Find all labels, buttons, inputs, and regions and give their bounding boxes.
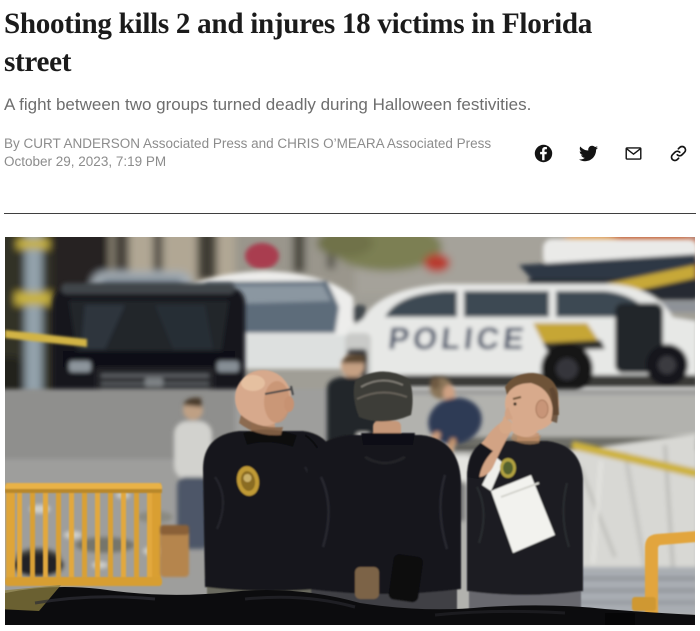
photo-paper-bag <box>160 525 189 577</box>
byline-authors: By CURT ANDERSON Associated Press and CH… <box>4 136 492 151</box>
crime-scene-photo: POLICE <box>5 237 695 625</box>
police-livery-text: POLICE <box>387 321 530 356</box>
photo-left-barricade <box>5 483 162 586</box>
photo-black-tarp <box>5 585 695 625</box>
email-icon <box>625 146 642 160</box>
share-toolbar <box>534 144 688 163</box>
twitter-share-button[interactable] <box>579 144 598 163</box>
byline-date: October 29, 2023, 7:19 PM <box>4 154 167 169</box>
facebook-icon <box>534 144 553 162</box>
byline-block: By CURT ANDERSON Associated Press and CH… <box>4 135 491 171</box>
photo-officers <box>203 370 583 625</box>
link-icon <box>670 145 687 161</box>
twitter-icon <box>579 145 598 161</box>
article-photo: POLICE <box>5 237 695 625</box>
photo-right-barricade <box>632 531 695 625</box>
facebook-share-button[interactable] <box>534 144 553 163</box>
headline-line-2: street <box>4 45 72 78</box>
article-subheadline: A fight between two groups turned deadly… <box>4 95 532 114</box>
section-divider <box>4 213 696 214</box>
headline-line-1: Shooting kills 2 and injures 18 victims … <box>4 7 593 40</box>
page-title: Shooting kills 2 and injures 18 victims … <box>4 5 700 81</box>
byline-row: By CURT ANDERSON Associated Press and CH… <box>4 135 696 171</box>
copy-link-share-button[interactable] <box>669 144 688 163</box>
email-share-button[interactable] <box>624 144 643 163</box>
